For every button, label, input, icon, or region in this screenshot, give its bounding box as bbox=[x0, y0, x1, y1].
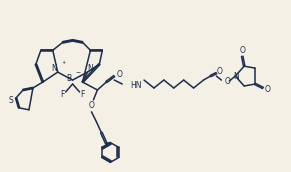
Text: −: − bbox=[75, 70, 80, 75]
Text: O: O bbox=[239, 46, 245, 55]
Text: O: O bbox=[116, 70, 122, 79]
Text: O: O bbox=[217, 67, 222, 76]
Text: O: O bbox=[88, 101, 94, 110]
Text: O: O bbox=[224, 77, 230, 85]
Text: N: N bbox=[88, 64, 93, 73]
Text: N: N bbox=[233, 72, 239, 80]
Text: O: O bbox=[265, 85, 271, 94]
Text: S: S bbox=[9, 96, 13, 105]
Text: B: B bbox=[66, 74, 71, 83]
Text: F: F bbox=[80, 90, 85, 99]
Text: HN: HN bbox=[130, 80, 142, 89]
Text: +: + bbox=[62, 60, 66, 65]
Text: F: F bbox=[61, 90, 65, 99]
Text: N: N bbox=[51, 64, 57, 73]
